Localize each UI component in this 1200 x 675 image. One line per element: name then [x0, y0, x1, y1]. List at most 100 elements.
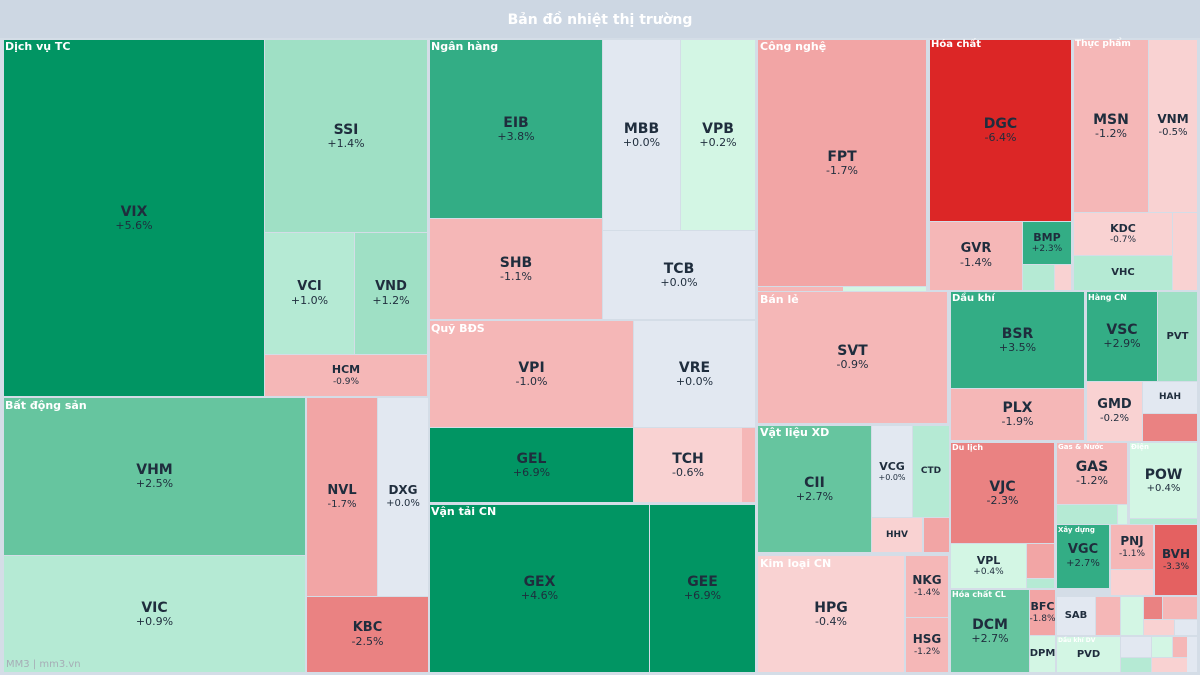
- stock-tile-dgc[interactable]: DGC -6.4%: [930, 40, 1071, 221]
- stock-tile-hpg[interactable]: HPG -0.4%: [758, 556, 904, 672]
- stock-tile-sab[interactable]: SAB: [1057, 597, 1095, 635]
- minor-stock-tile[interactable]: [1175, 620, 1197, 635]
- stock-tile-vhc[interactable]: VHC: [1074, 256, 1172, 290]
- stock-change: +2.3%: [1031, 244, 1063, 255]
- minor-stock-tile[interactable]: [1152, 658, 1197, 672]
- stock-ticker: VPI: [518, 359, 545, 376]
- stock-ticker: HSG: [912, 631, 942, 646]
- minor-stock-tile[interactable]: [742, 428, 755, 502]
- stock-change: +0.0%: [878, 473, 906, 483]
- stock-tile-vsc[interactable]: VSC +2.9%: [1087, 292, 1157, 381]
- minor-stock-tile[interactable]: [1027, 544, 1054, 578]
- minor-stock-tile[interactable]: [1187, 637, 1197, 672]
- stock-tile-vnm[interactable]: VNM -0.5%: [1149, 40, 1197, 212]
- minor-stock-tile[interactable]: [1152, 637, 1172, 657]
- stock-tile-hah[interactable]: HAH: [1143, 382, 1197, 413]
- stock-tile-hhv[interactable]: HHV: [872, 518, 922, 552]
- stock-change: -1.9%: [1001, 415, 1034, 429]
- stock-change: +2.7%: [1066, 558, 1100, 570]
- minor-stock-tile[interactable]: [1121, 597, 1143, 635]
- stock-tile-hcm[interactable]: HCM -0.9%: [265, 355, 427, 396]
- minor-stock-tile[interactable]: [1143, 414, 1197, 441]
- stock-tile-dcm[interactable]: DCM +2.7%: [951, 590, 1029, 672]
- minor-stock-tile[interactable]: [1163, 597, 1197, 619]
- stock-tile-dxg[interactable]: DXG +0.0%: [378, 398, 428, 596]
- stock-tile-mbb[interactable]: MBB +0.0%: [603, 40, 680, 230]
- stock-tile-vcg[interactable]: VCG +0.0%: [872, 426, 912, 517]
- stock-tile-plx[interactable]: PLX -1.9%: [951, 389, 1084, 440]
- stock-ticker: HAH: [1158, 392, 1182, 403]
- stock-tile-gex[interactable]: GEX +4.6%: [430, 505, 649, 672]
- stock-tile-svt[interactable]: SVT -0.9%: [758, 292, 947, 423]
- minor-stock-tile[interactable]: [1121, 658, 1151, 672]
- minor-stock-tile[interactable]: [1144, 620, 1174, 635]
- stock-tile-ssi[interactable]: SSI +1.4%: [265, 40, 427, 232]
- stock-tile-vgc[interactable]: VGC +2.7%: [1057, 525, 1109, 588]
- stock-change: +0.0%: [386, 498, 420, 510]
- minor-stock-tile[interactable]: [1057, 505, 1117, 524]
- stock-tile-bmp[interactable]: BMP +2.3%: [1023, 222, 1071, 264]
- stock-tile-msn[interactable]: MSN -1.2%: [1074, 40, 1148, 212]
- stock-tile-gmd[interactable]: GMD -0.2%: [1087, 382, 1142, 441]
- stock-ticker: MBB: [623, 120, 660, 137]
- stock-tile-kdc[interactable]: KDC -0.7%: [1074, 213, 1172, 255]
- stock-tile-bfc[interactable]: BFC -1.8%: [1030, 590, 1055, 635]
- stock-ticker: SSI: [333, 121, 359, 138]
- stock-change: -0.9%: [332, 376, 360, 387]
- stock-tile-vnd[interactable]: VND +1.2%: [355, 233, 427, 354]
- stock-tile-cii[interactable]: CII +2.7%: [758, 426, 871, 552]
- stock-tile-pvd[interactable]: PVD: [1057, 637, 1120, 672]
- stock-tile-vpl[interactable]: VPL +0.4%: [951, 544, 1026, 588]
- stock-tile-hsg[interactable]: HSG -1.2%: [906, 618, 948, 672]
- minor-stock-tile[interactable]: [1144, 597, 1162, 619]
- minor-stock-tile[interactable]: [1118, 505, 1127, 524]
- stock-tile-pow[interactable]: POW +0.4%: [1130, 443, 1197, 518]
- stock-tile-vix[interactable]: VIX +5.6%: [4, 40, 264, 396]
- stock-tile-kbc[interactable]: KBC -2.5%: [307, 597, 428, 672]
- stock-ticker: CII: [804, 474, 825, 491]
- minor-stock-tile[interactable]: [1173, 213, 1197, 290]
- minor-stock-tile[interactable]: [1130, 519, 1197, 524]
- minor-stock-tile[interactable]: [1111, 570, 1153, 595]
- stock-ticker: VCI: [297, 278, 322, 294]
- minor-stock-tile[interactable]: [1055, 265, 1071, 290]
- stock-change: +2.5%: [135, 477, 174, 491]
- minor-stock-tile[interactable]: [843, 287, 926, 291]
- stock-tile-gee[interactable]: GEE +6.9%: [650, 505, 755, 672]
- minor-stock-tile[interactable]: [1096, 597, 1120, 635]
- stock-tile-nvl[interactable]: NVL -1.7%: [307, 398, 377, 596]
- stock-tile-vhm[interactable]: VHM +2.5%: [4, 398, 305, 555]
- stock-ticker: POW: [1144, 466, 1183, 483]
- stock-tile-vic[interactable]: VIC +0.9%: [4, 556, 305, 672]
- stock-tile-ctd[interactable]: CTD: [913, 426, 949, 517]
- minor-stock-tile[interactable]: [1027, 579, 1054, 588]
- minor-stock-tile[interactable]: [758, 287, 926, 291]
- title-bar: Bản đồ nhiệt thị trường: [0, 0, 1200, 38]
- stock-tile-bsr[interactable]: BSR +3.5%: [951, 292, 1084, 388]
- stock-tile-fpt[interactable]: FPT -1.7%: [758, 40, 926, 286]
- stock-tile-gel[interactable]: GEL +6.9%: [430, 428, 633, 502]
- stock-tile-vre[interactable]: VRE +0.0%: [634, 321, 755, 427]
- stock-tile-vpb[interactable]: VPB +0.2%: [681, 40, 755, 230]
- stock-ticker: TCH: [672, 450, 704, 467]
- stock-tile-pnj[interactable]: PNJ -1.1%: [1111, 525, 1153, 569]
- stock-ticker: VIX: [120, 203, 148, 220]
- stock-tile-gas[interactable]: GAS -1.2%: [1057, 443, 1127, 504]
- stock-tile-pvt[interactable]: PVT: [1158, 292, 1197, 381]
- stock-tile-tcb[interactable]: TCB +0.0%: [603, 231, 755, 319]
- stock-tile-vpi[interactable]: VPI -1.0%: [430, 321, 633, 427]
- stock-tile-gvr[interactable]: GVR -1.4%: [930, 222, 1022, 290]
- minor-stock-tile[interactable]: [1121, 637, 1151, 657]
- stock-tile-bvh[interactable]: BVH -3.3%: [1155, 525, 1197, 595]
- stock-tile-nkg[interactable]: NKG -1.4%: [906, 556, 948, 617]
- stock-change: -0.9%: [836, 358, 869, 372]
- minor-stock-tile[interactable]: [924, 518, 949, 552]
- stock-tile-eib[interactable]: EIB +3.8%: [430, 40, 602, 218]
- minor-stock-tile[interactable]: [1023, 265, 1054, 290]
- stock-ticker: PVT: [1166, 330, 1189, 342]
- stock-tile-vci[interactable]: VCI +1.0%: [265, 233, 354, 354]
- stock-tile-vjc[interactable]: VJC -2.3%: [951, 443, 1054, 543]
- stock-tile-dpm[interactable]: DPM: [1030, 636, 1055, 672]
- stock-tile-tch[interactable]: TCH -0.6%: [634, 428, 742, 502]
- stock-tile-shb[interactable]: SHB -1.1%: [430, 219, 602, 319]
